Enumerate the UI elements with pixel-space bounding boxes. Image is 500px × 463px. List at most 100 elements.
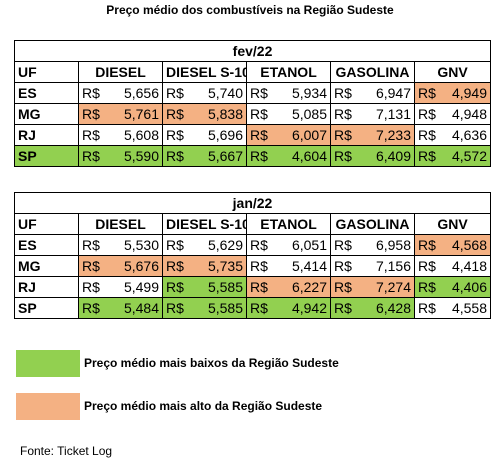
price: 5,484: [123, 300, 159, 316]
price-cell: R$ 4,942: [246, 297, 331, 319]
currency: R$: [334, 237, 352, 253]
currency: R$: [418, 148, 436, 164]
column-header: UF: [14, 213, 79, 235]
currency: R$: [82, 106, 100, 122]
column-header: GNV: [413, 61, 492, 83]
legend-label: Preço médio mais alto da Região Sudeste: [84, 399, 323, 413]
period: jan/22: [13, 192, 492, 214]
price-cell: R$ 4,558: [413, 297, 492, 319]
column-header: GASOLINA: [330, 213, 415, 235]
price: 5,656: [123, 85, 159, 101]
price-cell: R$ 5,608: [78, 124, 163, 146]
currency: R$: [82, 237, 100, 253]
title: Preço médio dos combustíveis na Região S…: [106, 3, 394, 17]
data-row: RJ R$ 5,608 R$ 5,696 R$ 6,007 R$ 7,233 R$ 4,636: [14, 124, 492, 146]
price-cell: R$ 5,676: [78, 255, 163, 277]
price: 6,051: [291, 237, 327, 253]
currency: R$: [166, 85, 184, 101]
period-row: jan/22: [13, 192, 492, 214]
price: 5,499: [123, 279, 159, 295]
price-cell: R$ 5,629: [162, 234, 247, 256]
price: 7,131: [375, 106, 411, 122]
currency: R$: [250, 127, 268, 143]
currency: R$: [418, 106, 436, 122]
price: 4,558: [451, 300, 488, 316]
column-header: DIESEL: [78, 213, 163, 235]
uf: RJ: [14, 276, 79, 298]
currency: R$: [82, 127, 100, 143]
currency: R$: [82, 300, 100, 316]
data-row: MG R$ 5,761 R$ 5,838 R$ 5,085 R$ 7,131 R$ 4,948: [14, 103, 492, 125]
price-cell: R$ 6,007: [246, 124, 331, 146]
currency: R$: [250, 300, 268, 316]
price: 4,572: [451, 148, 488, 164]
price-cell: R$ 5,085: [246, 103, 331, 125]
currency: R$: [82, 85, 100, 101]
price-cell: R$ 6,947: [330, 82, 415, 104]
price-cell: R$ 6,958: [330, 234, 415, 256]
price-table: fev/22 UF DIESEL DIESEL S-10 ETANOL GASOLINA G…: [13, 40, 492, 167]
column-header: GNV: [413, 213, 492, 235]
legend-label: Preço médio mais baixos da Região Sudest…: [84, 356, 339, 370]
uf: SP: [14, 145, 79, 167]
currency: R$: [250, 258, 268, 274]
price: 4,418: [451, 258, 488, 274]
price-cell: R$ 4,604: [246, 145, 331, 167]
currency: R$: [334, 106, 352, 122]
price: 5,585: [207, 300, 243, 316]
price-cell: R$ 5,761: [78, 103, 163, 125]
price-cell: R$ 5,740: [162, 82, 247, 104]
legend-swatch: [16, 350, 80, 377]
price-cell: R$ 4,568: [413, 234, 492, 256]
price: 4,406: [451, 279, 488, 295]
data-row: ES R$ 5,656 R$ 5,740 R$ 5,934 R$ 6,947 R$ 4,949: [14, 82, 492, 104]
currency: R$: [334, 127, 352, 143]
currency: R$: [166, 300, 184, 316]
price: 7,156: [375, 258, 411, 274]
price-cell: R$ 5,696: [162, 124, 247, 146]
price-cell: R$ 5,484: [78, 297, 163, 319]
currency: R$: [334, 258, 352, 274]
column-header: ETANOL: [246, 213, 331, 235]
currency: R$: [166, 127, 184, 143]
price-cell: R$ 5,530: [78, 234, 163, 256]
price-cell: R$ 7,233: [330, 124, 415, 146]
data-row: RJ R$ 5,499 R$ 5,585 R$ 6,227 R$ 7,274 R$ 4,406: [14, 276, 492, 298]
price: 5,934: [291, 85, 327, 101]
price-cell: R$ 5,414: [246, 255, 331, 277]
currency: R$: [334, 279, 352, 295]
price: 6,409: [375, 148, 411, 164]
price: 5,608: [123, 127, 159, 143]
data-row: SP R$ 5,590 R$ 5,667 R$ 4,604 R$ 6,409 R$ 4,572: [14, 145, 492, 167]
currency: R$: [166, 258, 184, 274]
data-row: ES R$ 5,530 R$ 5,629 R$ 6,051 R$ 6,958 R$ 4,568: [14, 234, 492, 256]
price: 6,958: [375, 237, 411, 253]
currency: R$: [418, 300, 436, 316]
price-cell: R$ 5,656: [78, 82, 163, 104]
price-cell: R$ 5,590: [78, 145, 163, 167]
price-cell: R$ 7,274: [330, 276, 415, 298]
price-cell: R$ 5,585: [162, 297, 247, 319]
price: 4,948: [451, 106, 488, 122]
currency: R$: [250, 148, 268, 164]
currency: R$: [334, 85, 352, 101]
price: 4,636: [451, 127, 488, 143]
uf: MG: [14, 255, 79, 277]
period: fev/22: [13, 40, 492, 62]
currency: R$: [250, 106, 268, 122]
price: 5,590: [123, 148, 159, 164]
currency: R$: [418, 237, 436, 253]
price-cell: R$ 4,949: [413, 82, 492, 104]
price-cell: R$ 4,406: [413, 276, 492, 298]
price-cell: R$ 6,409: [330, 145, 415, 167]
price: 5,761: [123, 106, 159, 122]
uf: SP: [14, 297, 79, 319]
currency: R$: [82, 148, 100, 164]
currency: R$: [166, 237, 184, 253]
price: 5,530: [123, 237, 159, 253]
price: 5,735: [207, 258, 243, 274]
legend-swatch: [16, 393, 80, 420]
currency: R$: [82, 258, 100, 274]
price: 5,676: [123, 258, 159, 274]
price-cell: R$ 5,934: [246, 82, 331, 104]
